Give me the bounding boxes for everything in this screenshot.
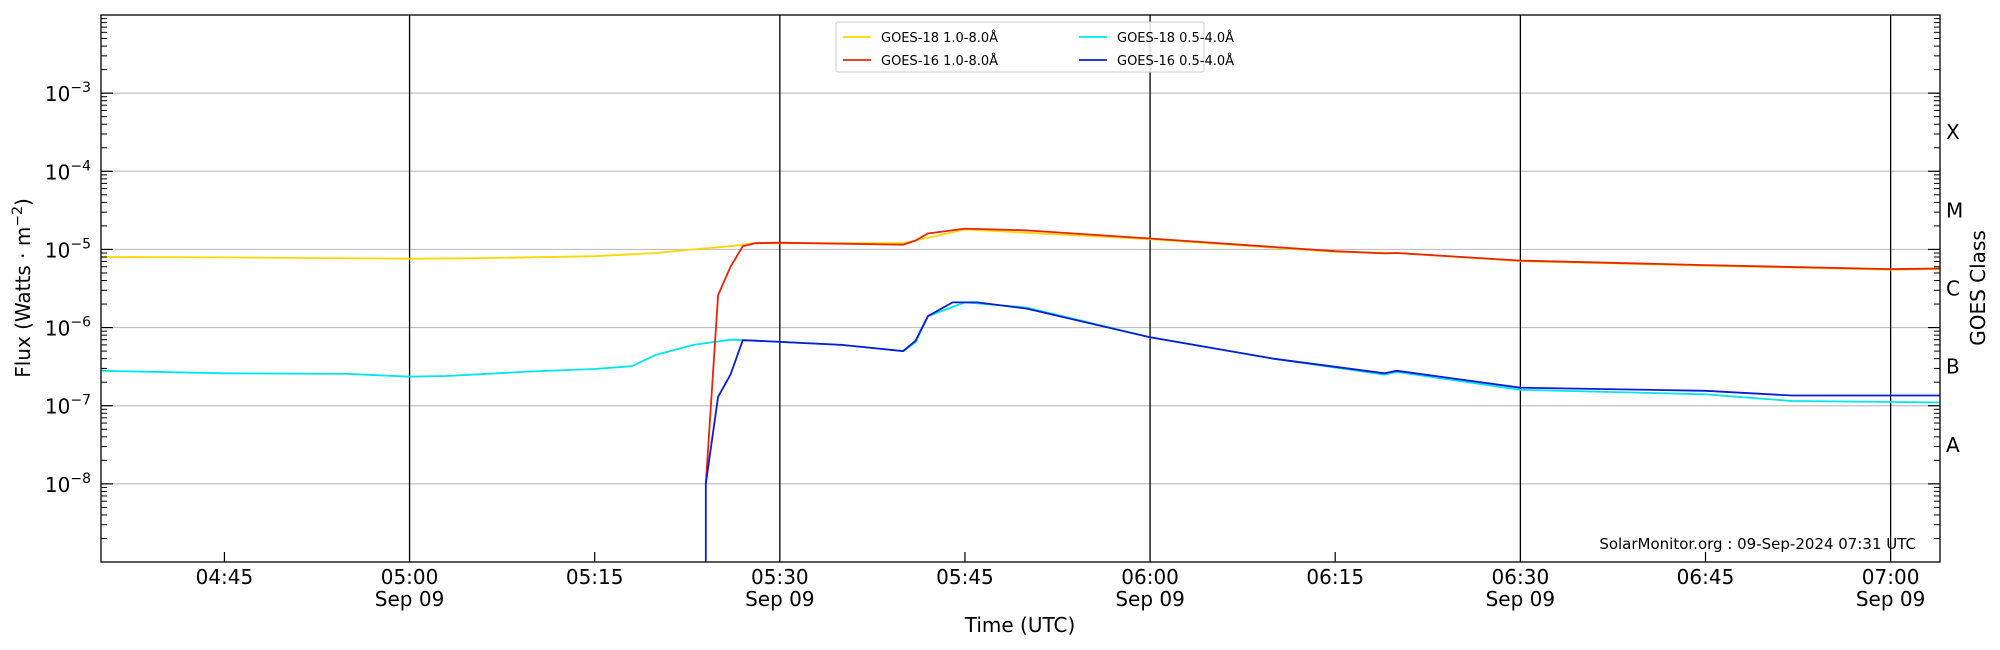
y-tick-base: 10 (45, 317, 70, 341)
series-line (704, 227, 1941, 484)
y-tick-base: 10 (45, 238, 70, 262)
x-tick-label: 05:30 (751, 565, 809, 589)
x-tick-date-label: Sep 09 (1115, 587, 1185, 611)
goes-class-label: X (1946, 120, 1960, 144)
y-tick-base: 10 (45, 395, 70, 419)
x-tick-label: 05:45 (936, 565, 994, 589)
x-tick-date-label: Sep 09 (1486, 587, 1556, 611)
x-tick-label: 04:45 (196, 565, 254, 589)
y-axis-title-main: Flux (Watts · m (11, 227, 35, 378)
series-line (704, 301, 1940, 562)
series-layer (100, 227, 1941, 562)
series-line (100, 301, 1941, 404)
y-tick-label: 10−5 (45, 236, 91, 262)
x-tick-label: 07:00 (1862, 565, 1920, 589)
y-tick-exponent: −6 (70, 315, 91, 331)
y-tick-exponent: −5 (70, 236, 91, 252)
y-axis-title-exponent: −2 (10, 206, 26, 227)
x-tick-label: 06:45 (1677, 565, 1735, 589)
y-tick-base: 10 (45, 160, 70, 184)
right-axis-title: GOES Class (1966, 230, 1990, 346)
goes-class-labels: X M C B A (1946, 120, 1963, 457)
y-tick-label: 10−4 (45, 158, 91, 184)
y-tick-exponent: −7 (70, 393, 91, 409)
x-tick-label: 05:00 (381, 565, 439, 589)
legend-label: GOES-18 0.5-4.0Å (1117, 30, 1234, 46)
y-tick-label: 10−3 (45, 80, 91, 106)
plot-frame (100, 14, 1941, 563)
legend-label: GOES-16 0.5-4.0Å (1117, 53, 1234, 69)
x-tick-label: 06:00 (1121, 565, 1179, 589)
x-tick-label: 05:15 (566, 565, 624, 589)
x-axis-title: Time (UTC) (964, 613, 1076, 637)
y-axis-title-close: ) (11, 198, 35, 206)
grid-layer (101, 92, 1940, 485)
credit-text: SolarMonitor.org : 09-Sep-2024 07:31 UTC (1599, 535, 1916, 553)
y-tick-exponent: −8 (70, 471, 91, 487)
x-tick-label: 06:30 (1492, 565, 1550, 589)
goes-class-label: C (1946, 277, 1960, 301)
y-tick-exponent: −4 (70, 158, 91, 174)
legend-label: GOES-18 1.0-8.0Å (881, 30, 998, 46)
y-tick-labels: 10−310−410−510−610−710−8 (45, 80, 91, 497)
x-tick-label: 06:15 (1306, 565, 1364, 589)
goes-class-label: A (1946, 433, 1960, 457)
legend-label: GOES-16 1.0-8.0Å (881, 53, 998, 69)
y-tick-label: 10−6 (45, 315, 91, 341)
tick-layer (101, 18, 1940, 562)
x-tick-date-label: Sep 09 (745, 587, 815, 611)
y-tick-label: 10−8 (45, 471, 91, 497)
goes-class-label: M (1946, 198, 1963, 222)
x-tick-date-label: Sep 09 (1856, 587, 1926, 611)
y-tick-base: 10 (45, 473, 70, 497)
major-time-lines (408, 15, 1892, 562)
legend-box (835, 21, 1205, 73)
y-tick-exponent: −3 (70, 80, 91, 96)
x-tick-date-label: Sep 09 (375, 587, 445, 611)
y-tick-label: 10−7 (45, 393, 91, 419)
y-axis-title: Flux (Watts · m−2) (10, 198, 35, 378)
goes-class-label: B (1946, 355, 1960, 379)
y-tick-base: 10 (45, 82, 70, 106)
legend: GOES-18 1.0-8.0Å GOES-16 1.0-8.0Å GOES-18 … (835, 21, 1234, 73)
